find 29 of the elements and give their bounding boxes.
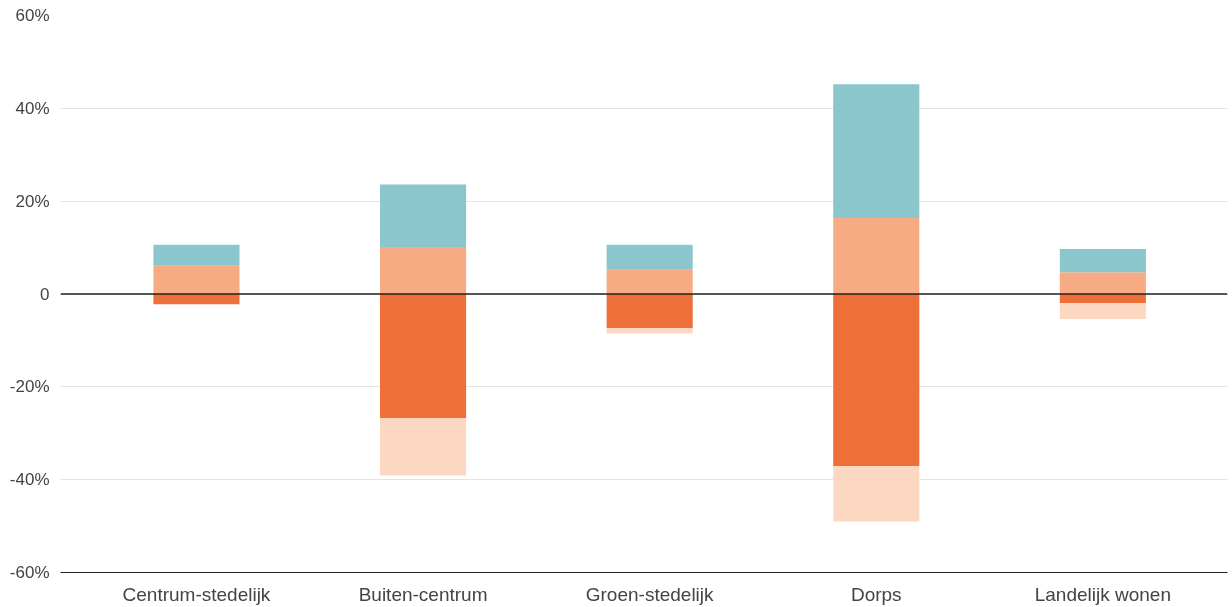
x-tick-label: Groen-stedelijk (585, 583, 715, 605)
y-tick-label: -60% (9, 563, 50, 582)
x-tick-label: Buiten-centrum (358, 583, 488, 605)
bar (380, 184, 467, 248)
bar (606, 244, 693, 270)
y-tick-label: -40% (9, 470, 50, 490)
x-tick-label: Centrum-stedelijk (122, 583, 271, 605)
y-tick-label: -20% (9, 377, 50, 397)
bar (606, 328, 693, 334)
bar (1059, 248, 1146, 273)
bar (153, 265, 240, 294)
x-tick-label: Landelijk wonen (1034, 583, 1171, 605)
bar (380, 294, 467, 418)
bar (380, 247, 467, 294)
bar (606, 294, 693, 329)
bar (833, 84, 920, 218)
bar (153, 244, 240, 266)
y-tick-label: 0 (40, 284, 50, 304)
bar (833, 466, 920, 522)
bar (606, 269, 693, 294)
x-tick-label: Dorps (850, 583, 902, 605)
y-tick-label: 40% (15, 98, 50, 118)
bar (833, 217, 920, 294)
y-tick-label: 20% (15, 191, 50, 211)
bar (1059, 303, 1146, 320)
bar (833, 294, 920, 467)
bar (380, 417, 467, 476)
y-tick-label: 60% (15, 6, 50, 25)
bar (1059, 272, 1146, 294)
